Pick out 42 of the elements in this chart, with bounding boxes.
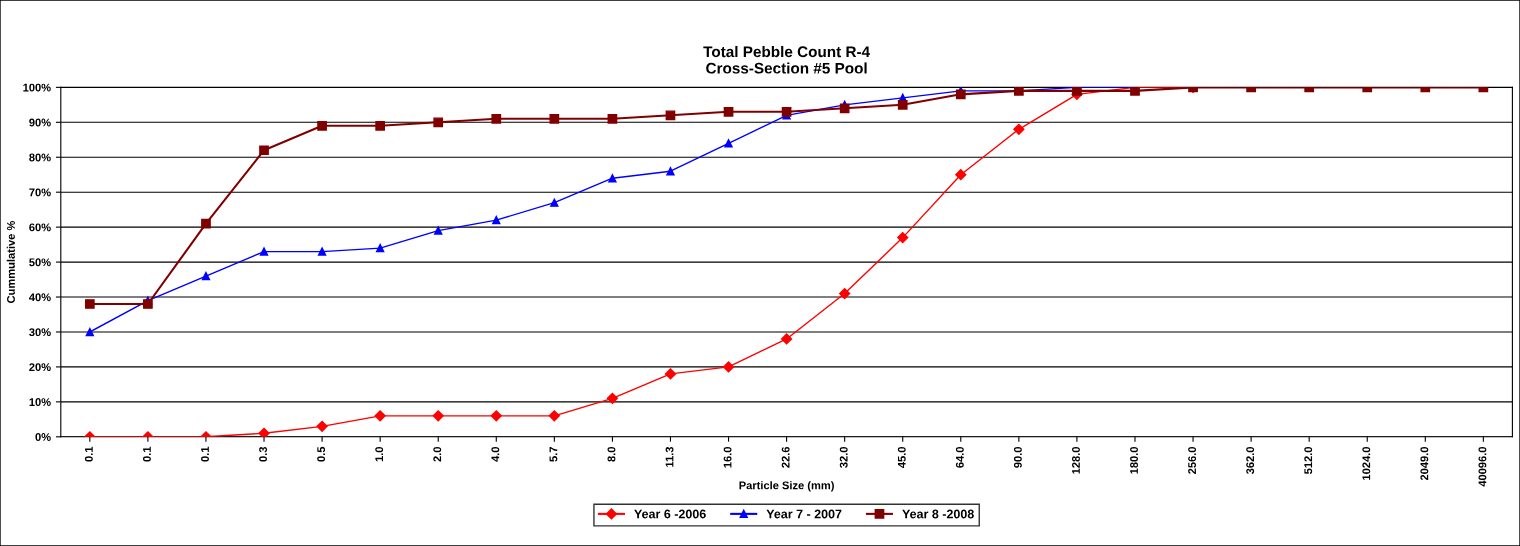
x-tick-label: 362.0 — [1246, 446, 1255, 475]
y-tick-label: 0% — [35, 433, 51, 441]
x-tick-label: 4.0 — [491, 446, 500, 462]
x-tick-label: 0.1 — [201, 446, 209, 462]
x-tick-label: 64.0 — [955, 446, 964, 468]
x-tick-label: 32.0 — [839, 446, 848, 468]
x-tick-label: 128.0 — [1072, 446, 1080, 474]
x-tick-label: 45.0 — [897, 446, 906, 468]
x-tick-label: 2.0 — [433, 446, 442, 462]
x-tick-label: 1.0 — [375, 446, 384, 462]
legend-label: Year 7 - 2007 — [766, 509, 842, 519]
x-tick-label: 8.0 — [607, 446, 616, 462]
x-tick-label: 0.3 — [259, 446, 268, 462]
x-tick-label: 0.5 — [317, 446, 326, 462]
x-tick-label: 0.1 — [84, 446, 93, 462]
x-tick-label: 0.1 — [143, 446, 151, 462]
x-tick-label: 22.6 — [781, 446, 790, 468]
y-tick-label: 10% — [29, 398, 51, 406]
y-tick-label: 20% — [29, 363, 51, 372]
y-axis-title: Cummulative % — [6, 221, 15, 303]
y-tick-label: 60% — [29, 223, 51, 232]
y-tick-label: 90% — [29, 118, 51, 127]
y-tick-label: 70% — [29, 188, 51, 197]
x-tick-label: 11.3 — [665, 446, 674, 467]
y-tick-label: 80% — [29, 153, 51, 162]
x-tick-label: 2049.0 — [1420, 446, 1429, 481]
x-tick-label: 512.0 — [1304, 446, 1313, 474]
y-tick-label: 100% — [23, 83, 51, 92]
x-tick-label: 40096.0 — [1478, 446, 1487, 487]
legend-label: Year 6 -2006 — [634, 509, 706, 519]
chart-title: Total Pebble Count R-4 Cross-Section #5 Pool — [703, 45, 870, 74]
x-tick-label: 1024.0 — [1362, 446, 1371, 480]
x-tick-label: 5.7 — [549, 447, 558, 462]
y-tick-label: 30% — [29, 328, 51, 337]
y-tick-label: 50% — [29, 258, 51, 267]
x-tick-label: 256.0 — [1188, 446, 1197, 474]
x-tick-label: 90.0 — [1013, 446, 1022, 468]
x-tick-label: 16.0 — [723, 446, 732, 468]
x-axis-title: Particle Size (mm) — [739, 481, 834, 492]
x-tick-label: 180.0 — [1130, 446, 1138, 474]
y-tick-label: 40% — [29, 293, 51, 302]
legend-label: Year 8 -2008 — [902, 509, 974, 519]
